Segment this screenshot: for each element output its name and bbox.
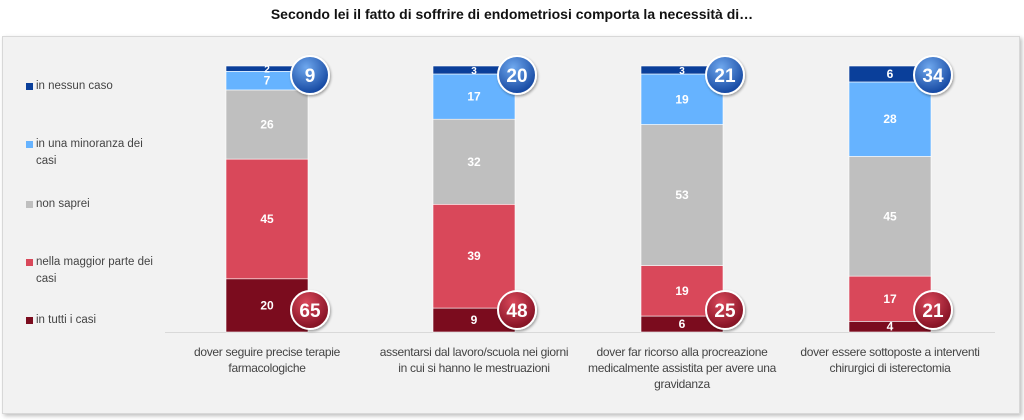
legend-label: non saprei bbox=[36, 198, 90, 210]
data-label: 6 bbox=[887, 67, 894, 81]
data-label: 9 bbox=[471, 313, 478, 327]
legend-label: in una minoranza dei casi bbox=[36, 138, 143, 167]
bar-segment bbox=[848, 156, 932, 277]
legend-item: in una minoranza dei casi bbox=[26, 136, 156, 170]
data-label: 32 bbox=[467, 155, 481, 169]
x-tick-label-line: assentarsi dal lavoro/scuola nei giorni bbox=[379, 345, 569, 359]
data-label: 26 bbox=[260, 118, 274, 132]
data-label: 28 bbox=[883, 112, 897, 126]
x-tick-label-line: chirurgici di isterectomia bbox=[829, 361, 951, 375]
bottom-total-label: 21 bbox=[922, 301, 944, 322]
bottom-total-badge bbox=[913, 290, 953, 330]
data-label: 4 bbox=[887, 320, 894, 334]
legend-item: in tutti i casi bbox=[26, 312, 156, 329]
data-label: 19 bbox=[675, 92, 689, 106]
legend-swatch bbox=[26, 83, 33, 90]
data-label: 17 bbox=[883, 292, 897, 306]
legend-swatch bbox=[26, 141, 33, 148]
bar-segment bbox=[432, 118, 516, 205]
top-total-badge bbox=[497, 55, 537, 95]
top-total-label: 34 bbox=[922, 66, 944, 87]
data-label: 53 bbox=[675, 188, 689, 202]
x-tick-label: assentarsi dal lavoro/scuola nei giorni i… bbox=[374, 344, 574, 376]
legend-swatch bbox=[26, 317, 33, 324]
legend-item: nella maggior parte dei casi bbox=[26, 254, 156, 288]
x-tick-label: dover far ricorso alla procreazione medic… bbox=[582, 344, 782, 392]
x-tick-label-line: farmacologiche bbox=[228, 361, 306, 375]
data-label: 20 bbox=[260, 298, 274, 312]
legend-label: in nessun caso bbox=[36, 80, 113, 92]
bar-segment bbox=[432, 204, 516, 309]
bar-segment bbox=[640, 124, 724, 266]
legend-label: nella maggior parte dei casi bbox=[36, 256, 153, 285]
top-total-badge bbox=[290, 55, 330, 95]
data-label: 7 bbox=[264, 74, 271, 88]
top-total-badge bbox=[913, 55, 953, 95]
data-label: 39 bbox=[467, 249, 481, 263]
top-total-badge bbox=[705, 55, 745, 95]
legend-item: non saprei bbox=[26, 196, 156, 213]
bar-segment bbox=[225, 158, 309, 280]
top-total-label: 21 bbox=[714, 66, 736, 87]
legend-swatch bbox=[26, 201, 33, 208]
bottom-total-badge bbox=[497, 290, 537, 330]
data-label: 3 bbox=[471, 66, 477, 77]
bottom-total-label: 48 bbox=[506, 301, 527, 322]
bottom-total-badge bbox=[705, 290, 745, 330]
legend-item: in nessun caso bbox=[26, 78, 156, 95]
x-tick-label-line: dover essere sottoposte a interventi bbox=[800, 345, 980, 359]
data-label: 6 bbox=[679, 317, 686, 331]
data-label: 3 bbox=[679, 66, 685, 77]
bottom-total-label: 65 bbox=[299, 301, 321, 322]
x-tick-label-line: dover seguire precise terapie bbox=[193, 345, 341, 359]
top-total-label: 9 bbox=[305, 66, 316, 87]
x-tick-label-line: medicalmente assistita per avere una bbox=[588, 361, 776, 375]
bottom-total-label: 25 bbox=[714, 301, 736, 322]
legend-label: in tutti i casi bbox=[36, 314, 97, 326]
x-tick-label-line: dover far ricorso alla procreazione bbox=[596, 345, 768, 359]
data-label: 17 bbox=[467, 90, 481, 104]
data-label: 2 bbox=[264, 65, 270, 76]
legend-swatch bbox=[26, 259, 33, 266]
bar-segment bbox=[225, 89, 309, 160]
chart-title: Secondo lei il fatto di soffrire di endo… bbox=[270, 6, 754, 22]
data-label: 45 bbox=[883, 209, 897, 223]
top-total-label: 20 bbox=[506, 66, 527, 87]
data-label: 19 bbox=[675, 284, 689, 298]
bottom-total-badge bbox=[290, 290, 330, 330]
x-tick-label: dover essere sottoposte a interventi chir… bbox=[790, 344, 990, 376]
x-tick-label-line: in cui si hanno le mestruazioni bbox=[398, 361, 550, 375]
x-tick-label: dover seguire precise terapie farmacologi… bbox=[167, 344, 367, 376]
data-label: 45 bbox=[260, 212, 274, 226]
x-tick-label-line: gravidanza bbox=[654, 377, 710, 391]
bar-segment bbox=[848, 81, 932, 157]
